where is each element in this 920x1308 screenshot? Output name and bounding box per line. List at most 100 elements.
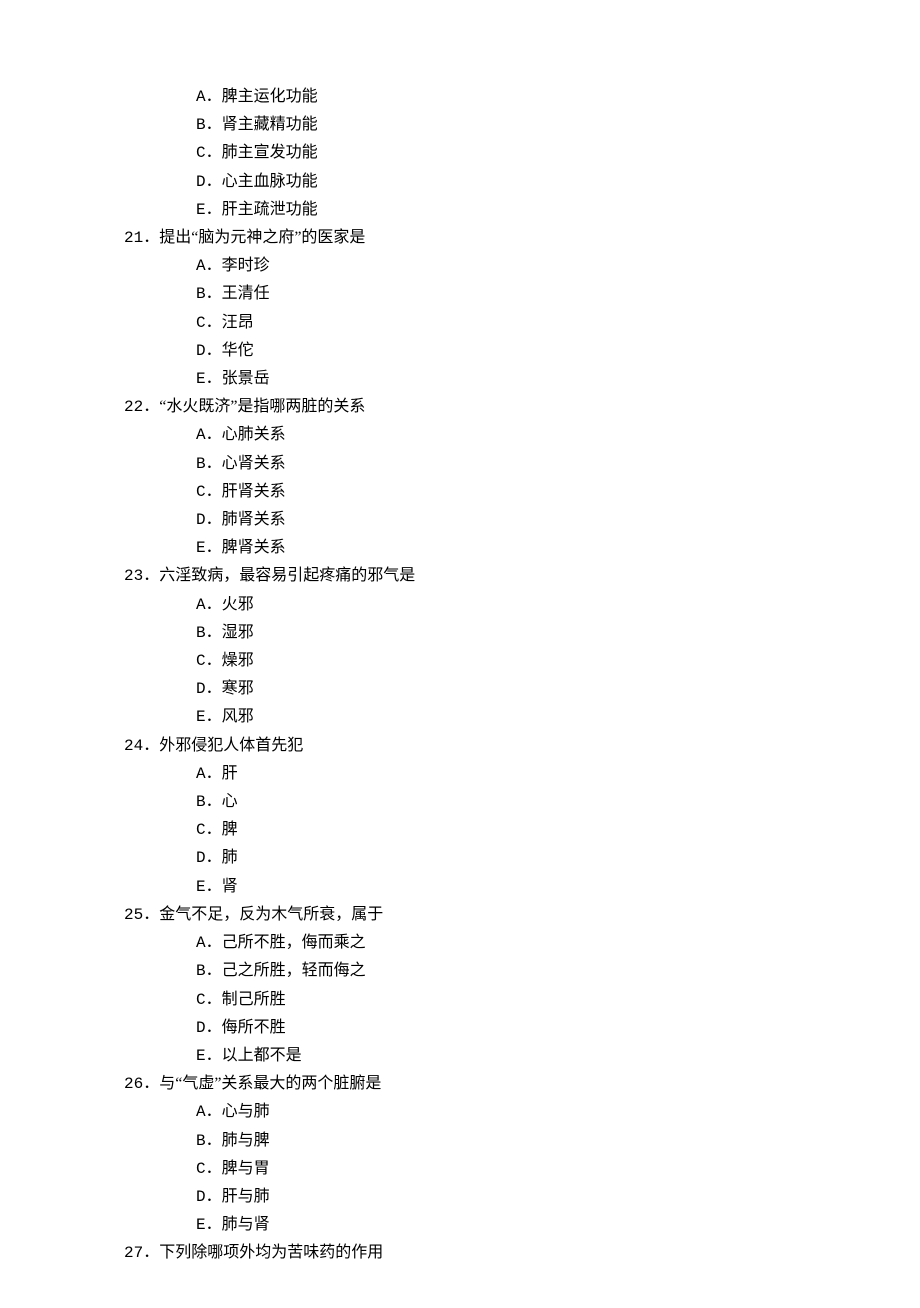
- option-text: 肺肾关系: [222, 511, 286, 528]
- option-item: B．心肾关系: [196, 450, 840, 478]
- question-text: 外邪侵犯人体首先犯: [159, 737, 303, 754]
- option-text: 侮所不胜: [222, 1019, 286, 1036]
- option-text: 肝与肺: [222, 1188, 270, 1205]
- option-item: B．肺与脾: [196, 1127, 840, 1155]
- option-letter: C．: [196, 483, 222, 501]
- option-item: C．汪昂: [196, 309, 840, 337]
- option-item: B．王清任: [196, 280, 840, 308]
- option-letter: E．: [196, 708, 222, 726]
- option-text: 肾: [222, 878, 238, 895]
- question-number: 27．: [124, 1244, 159, 1262]
- option-text: 肝: [222, 765, 238, 782]
- option-item: A．己所不胜，侮而乘之: [196, 929, 840, 957]
- question-number: 23．: [124, 567, 159, 585]
- question-text: 与“气虚”关系最大的两个脏腑是: [159, 1075, 381, 1092]
- option-text: 心与肺: [222, 1103, 270, 1120]
- option-item: E．肾: [196, 873, 840, 901]
- option-group: A．己所不胜，侮而乘之B．己之所胜，轻而侮之C．制己所胜D．侮所不胜E．以上都不…: [196, 929, 840, 1070]
- option-group: A．肝B．心C．脾D．肺E．肾: [196, 760, 840, 901]
- question-stem: 26．与“气虚”关系最大的两个脏腑是: [124, 1070, 840, 1098]
- option-letter: A．: [196, 426, 222, 444]
- option-text: 燥邪: [222, 652, 254, 669]
- option-text: 肺: [222, 849, 238, 866]
- option-text: 肺主宣发功能: [222, 144, 318, 161]
- option-letter: A．: [196, 934, 222, 952]
- option-letter: D．: [196, 1188, 222, 1206]
- option-text: 寒邪: [222, 680, 254, 697]
- option-item: C．肺主宣发功能: [196, 139, 840, 167]
- document-content: A．脾主运化功能B．肾主藏精功能C．肺主宣发功能D．心主血脉功能E．肝主疏泄功能…: [124, 83, 840, 1268]
- option-letter: D．: [196, 173, 222, 191]
- option-item: E．肝主疏泄功能: [196, 196, 840, 224]
- option-item: B．湿邪: [196, 619, 840, 647]
- option-letter: D．: [196, 849, 222, 867]
- option-text: 脾主运化功能: [222, 88, 318, 105]
- option-item: B．心: [196, 788, 840, 816]
- option-text: 肝肾关系: [222, 483, 286, 500]
- option-text: 风邪: [222, 708, 254, 725]
- option-group: A．脾主运化功能B．肾主藏精功能C．肺主宣发功能D．心主血脉功能E．肝主疏泄功能: [196, 83, 840, 224]
- option-item: D．肝与肺: [196, 1183, 840, 1211]
- option-text: 王清任: [222, 285, 270, 302]
- question-number: 26．: [124, 1075, 159, 1093]
- option-group: A．心与肺B．肺与脾C．脾与胃D．肝与肺E．肺与肾: [196, 1098, 840, 1239]
- option-item: C．脾与胃: [196, 1155, 840, 1183]
- option-item: E．脾肾关系: [196, 534, 840, 562]
- option-letter: A．: [196, 1103, 222, 1121]
- option-item: C．脾: [196, 816, 840, 844]
- option-letter: E．: [196, 878, 222, 896]
- option-letter: B．: [196, 116, 222, 134]
- option-item: E．以上都不是: [196, 1042, 840, 1070]
- option-item: A．心与肺: [196, 1098, 840, 1126]
- option-item: B．肾主藏精功能: [196, 111, 840, 139]
- option-item: D．心主血脉功能: [196, 168, 840, 196]
- option-item: D．侮所不胜: [196, 1014, 840, 1042]
- option-letter: E．: [196, 1047, 222, 1065]
- option-letter: B．: [196, 1132, 222, 1150]
- option-item: D．寒邪: [196, 675, 840, 703]
- option-text: 华佗: [222, 342, 254, 359]
- option-letter: C．: [196, 821, 222, 839]
- option-item: C．肝肾关系: [196, 478, 840, 506]
- option-letter: D．: [196, 1019, 222, 1037]
- option-letter: E．: [196, 1216, 222, 1234]
- question-text: 提出“脑为元神之府”的医家是: [159, 229, 365, 246]
- option-item: E．肺与肾: [196, 1211, 840, 1239]
- question-stem: 24．外邪侵犯人体首先犯: [124, 732, 840, 760]
- option-item: E．风邪: [196, 703, 840, 731]
- option-text: 心肾关系: [222, 455, 286, 472]
- option-letter: C．: [196, 314, 222, 332]
- option-text: 心: [222, 793, 238, 810]
- option-letter: B．: [196, 455, 222, 473]
- option-item: A．心肺关系: [196, 421, 840, 449]
- option-letter: B．: [196, 285, 222, 303]
- option-item: E．张景岳: [196, 365, 840, 393]
- question-number: 25．: [124, 906, 159, 924]
- option-item: C．制己所胜: [196, 986, 840, 1014]
- option-text: 制己所胜: [222, 991, 286, 1008]
- question-number: 24．: [124, 737, 159, 755]
- option-text: 己之所胜，轻而侮之: [222, 962, 366, 979]
- option-letter: C．: [196, 991, 222, 1009]
- option-letter: D．: [196, 680, 222, 698]
- option-text: 肝主疏泄功能: [222, 201, 318, 218]
- question-stem: 27．下列除哪项外均为苦味药的作用: [124, 1239, 840, 1267]
- option-item: B．己之所胜，轻而侮之: [196, 957, 840, 985]
- option-letter: B．: [196, 793, 222, 811]
- option-item: D．肺肾关系: [196, 506, 840, 534]
- option-letter: C．: [196, 652, 222, 670]
- option-text: 脾与胃: [222, 1160, 270, 1177]
- option-item: D．华佗: [196, 337, 840, 365]
- question-text: “水火既济”是指哪两脏的关系: [159, 398, 365, 415]
- option-text: 己所不胜，侮而乘之: [222, 934, 366, 951]
- option-item: A．脾主运化功能: [196, 83, 840, 111]
- option-item: D．肺: [196, 844, 840, 872]
- question-stem: 22．“水火既济”是指哪两脏的关系: [124, 393, 840, 421]
- option-text: 肺与脾: [222, 1132, 270, 1149]
- option-letter: A．: [196, 257, 222, 275]
- option-letter: C．: [196, 1160, 222, 1178]
- option-item: A．肝: [196, 760, 840, 788]
- option-letter: A．: [196, 88, 222, 106]
- option-group: A．李时珍B．王清任C．汪昂D．华佗E．张景岳: [196, 252, 840, 393]
- question-number: 21．: [124, 229, 159, 247]
